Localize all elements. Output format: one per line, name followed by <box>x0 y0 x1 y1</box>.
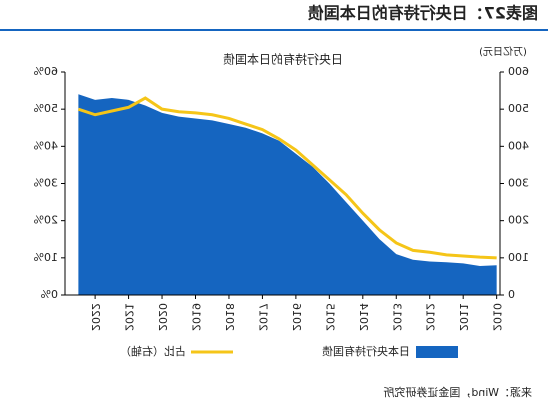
source: 来源：Wind，国金证券研究所 <box>383 385 532 399</box>
y-tick-label: 500 <box>508 102 529 115</box>
chart-body: 图表27：日央行持有的日本国债 日央行持有的日本国债 (万亿日元) 来源：Win… <box>0 4 548 399</box>
x-tick-label: 2015 <box>323 303 336 331</box>
y-tick-label: 600 <box>508 65 529 78</box>
x-tick-label: 2010 <box>491 303 504 331</box>
y-tick-label: 0 <box>508 288 515 301</box>
x-tick-label: 2017 <box>256 303 269 331</box>
x-tick-label: 2016 <box>290 303 303 331</box>
x-tick-label: 2022 <box>89 303 102 331</box>
x-tick-label: 2014 <box>357 303 370 331</box>
y2-tick-label: 60% <box>34 65 58 78</box>
y2-tick-label: 30% <box>34 177 58 190</box>
x-tick-label: 2011 <box>457 303 470 331</box>
y2-tick-label: 10% <box>34 251 58 264</box>
y2-tick-label: 0% <box>41 288 58 301</box>
x-tick-label: 2012 <box>424 303 437 331</box>
legend-swatch <box>416 346 458 358</box>
legend-label: 日本央行持有国债 <box>322 344 410 358</box>
chart-subtitle: 日央行持有的日本国债 <box>223 52 343 67</box>
y2-tick-label: 40% <box>34 139 58 152</box>
chart-title: 图表27：日央行持有的日本国债 <box>308 4 538 23</box>
y2-tick-label: 50% <box>34 102 58 115</box>
x-tick-label: 2021 <box>123 303 136 331</box>
x-tick-label: 2020 <box>156 303 169 331</box>
x-tick-label: 2018 <box>223 303 236 331</box>
y-tick-label: 200 <box>508 214 529 227</box>
x-tick-label: 2013 <box>390 303 403 331</box>
y2-tick-label: 20% <box>34 214 58 227</box>
y-tick-label: 400 <box>508 139 529 152</box>
y-axis-label: (万亿日元) <box>479 45 527 58</box>
x-tick-label: 2019 <box>190 303 203 331</box>
y-tick-label: 100 <box>508 251 529 264</box>
legend-label: 占比（右轴） <box>120 344 186 358</box>
y-tick-label: 300 <box>508 177 529 190</box>
line <box>77 96 497 260</box>
area <box>78 94 497 295</box>
